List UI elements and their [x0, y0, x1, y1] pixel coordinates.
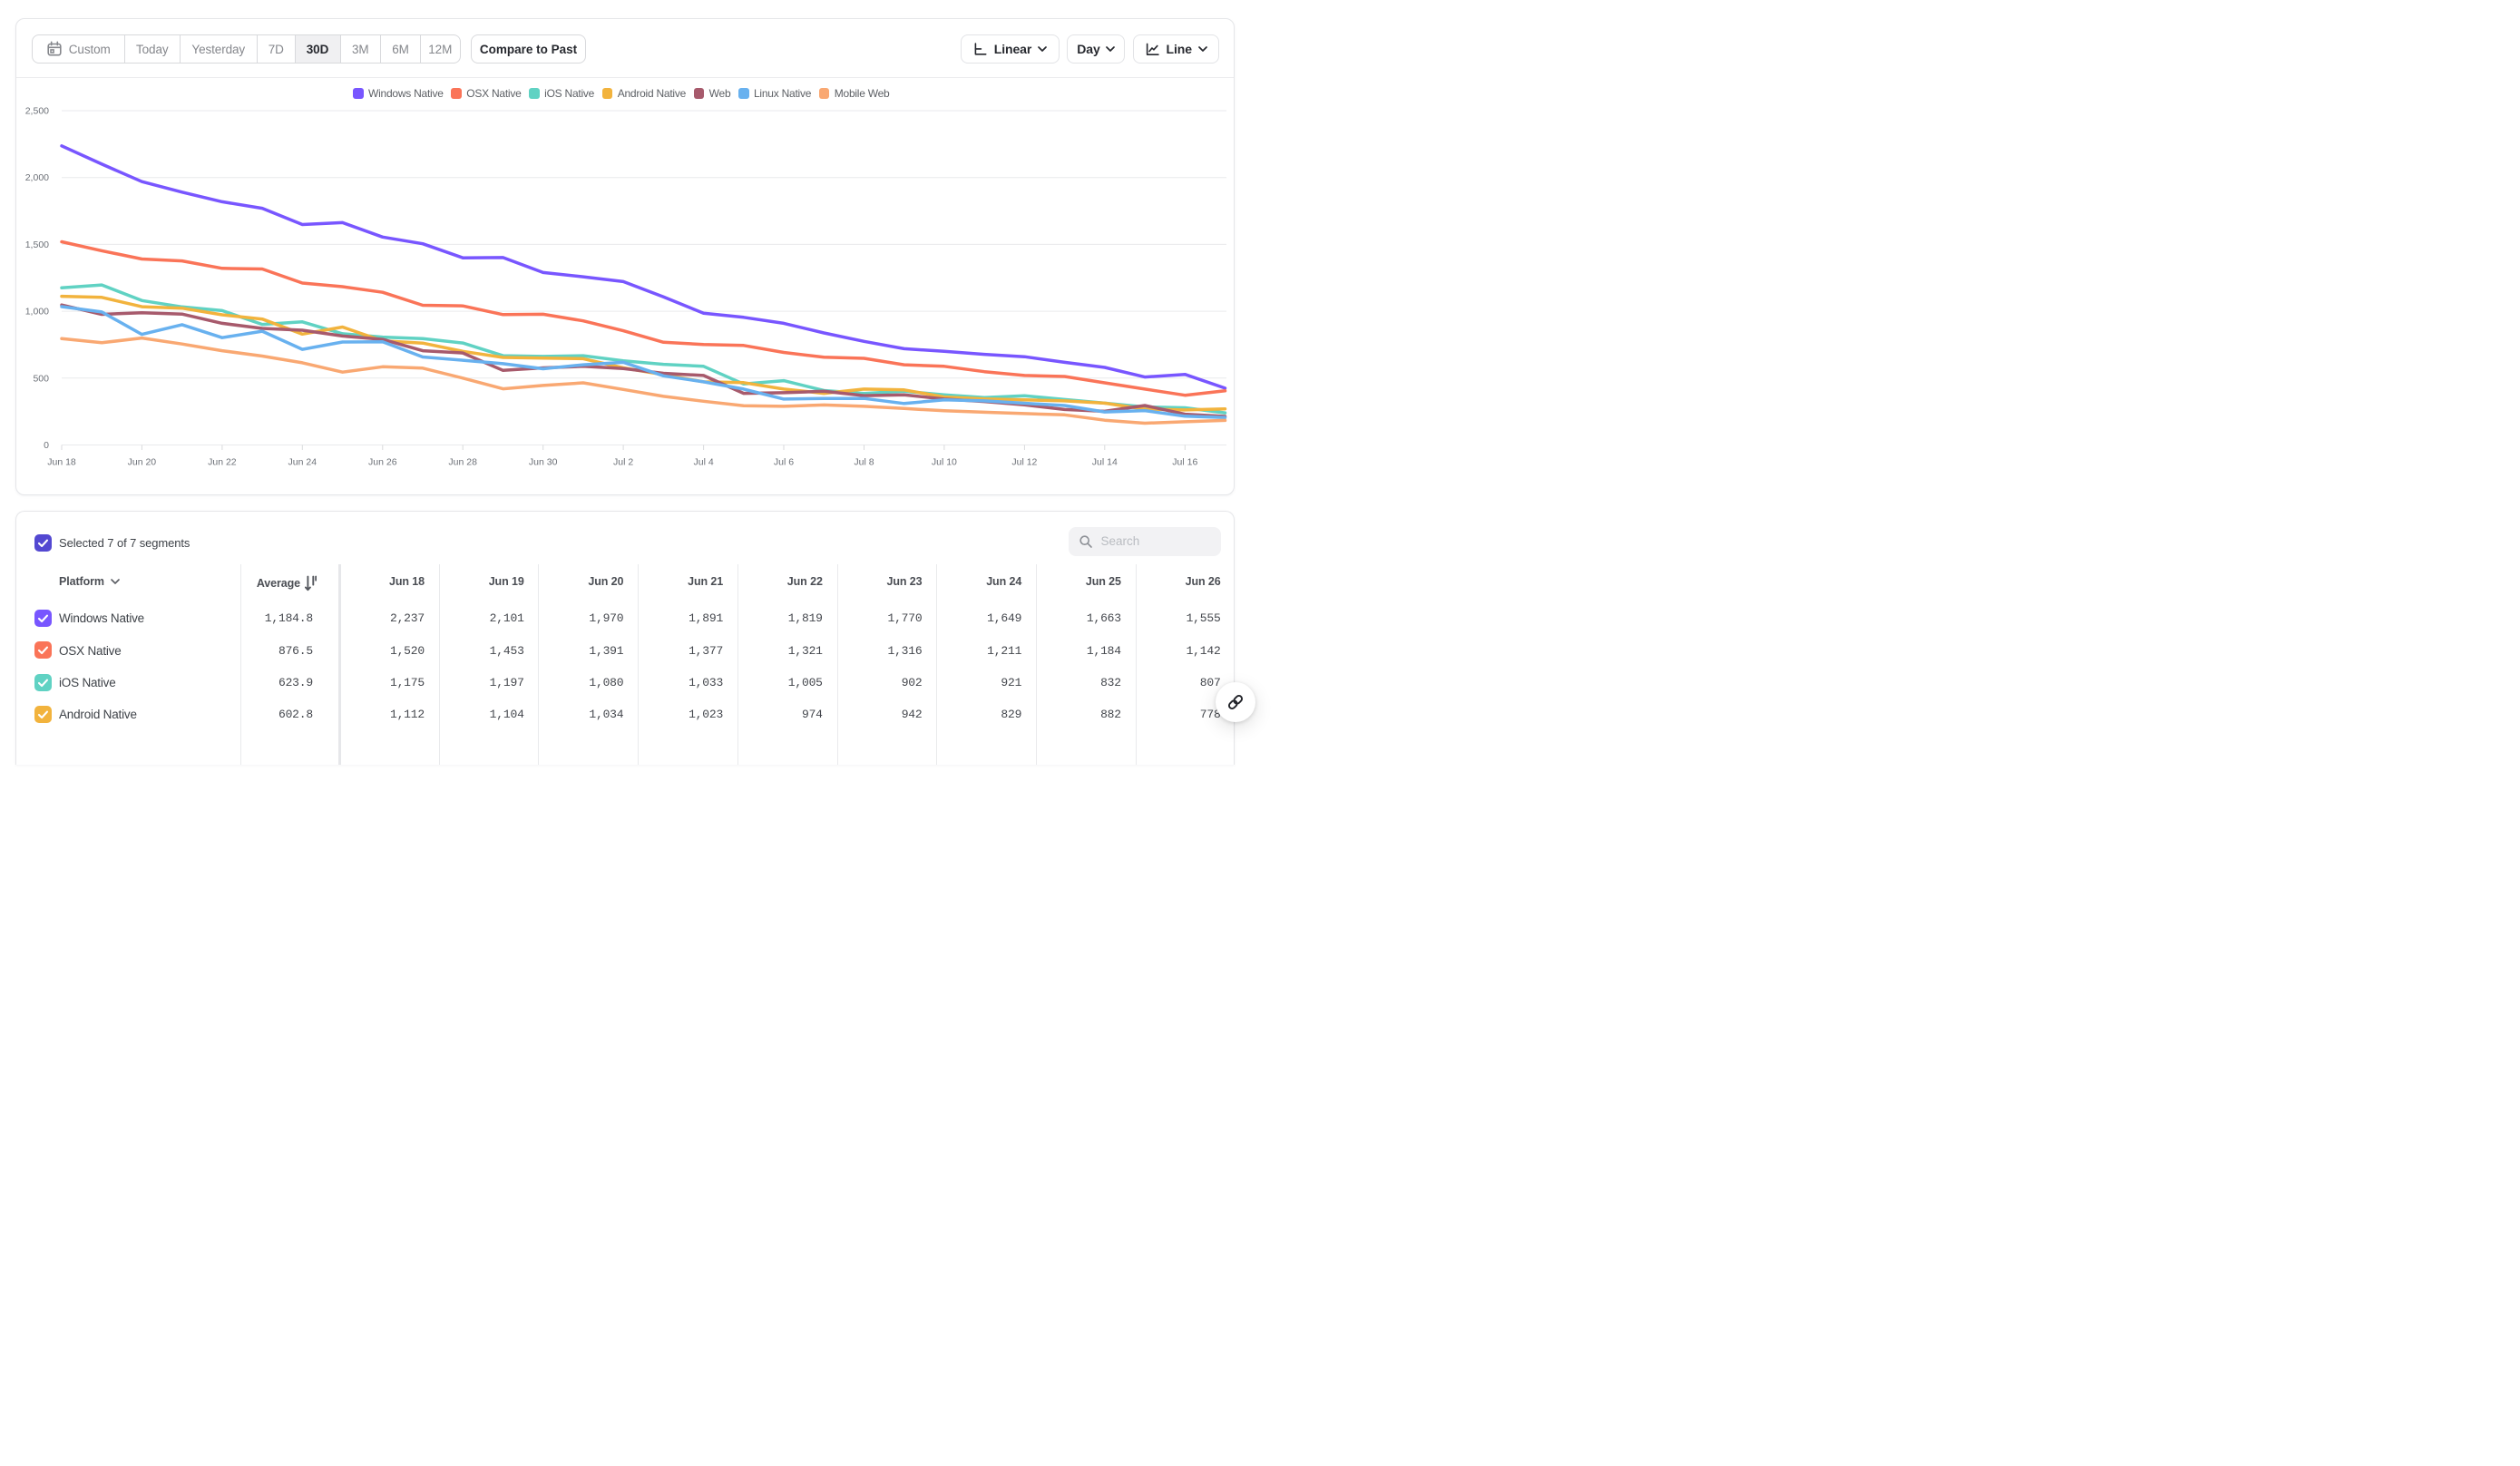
svg-text:Jul 2: Jul 2	[613, 457, 633, 468]
svg-text:Jun 28: Jun 28	[448, 457, 477, 468]
svg-text:Jul 8: Jul 8	[854, 457, 874, 468]
svg-text:Jul 10: Jul 10	[932, 457, 957, 468]
svg-text:Jul 14: Jul 14	[1092, 457, 1118, 468]
svg-text:Jul 16: Jul 16	[1172, 457, 1197, 468]
svg-text:Jun 18: Jun 18	[47, 457, 76, 468]
svg-text:Jun 24: Jun 24	[288, 457, 317, 468]
svg-text:Jun 20: Jun 20	[128, 457, 157, 468]
svg-text:Jun 30: Jun 30	[529, 457, 558, 468]
svg-text:500: 500	[33, 373, 49, 384]
svg-text:2,000: 2,000	[25, 172, 49, 183]
svg-text:2,500: 2,500	[25, 106, 49, 117]
svg-text:Jul 12: Jul 12	[1011, 457, 1037, 468]
svg-text:Jul 6: Jul 6	[774, 457, 794, 468]
svg-text:Jun 26: Jun 26	[368, 457, 397, 468]
svg-text:1,500: 1,500	[25, 239, 49, 250]
svg-text:Jun 22: Jun 22	[208, 457, 237, 468]
svg-text:Jul 4: Jul 4	[694, 457, 714, 468]
svg-text:1,000: 1,000	[25, 307, 49, 318]
svg-text:0: 0	[44, 440, 49, 451]
